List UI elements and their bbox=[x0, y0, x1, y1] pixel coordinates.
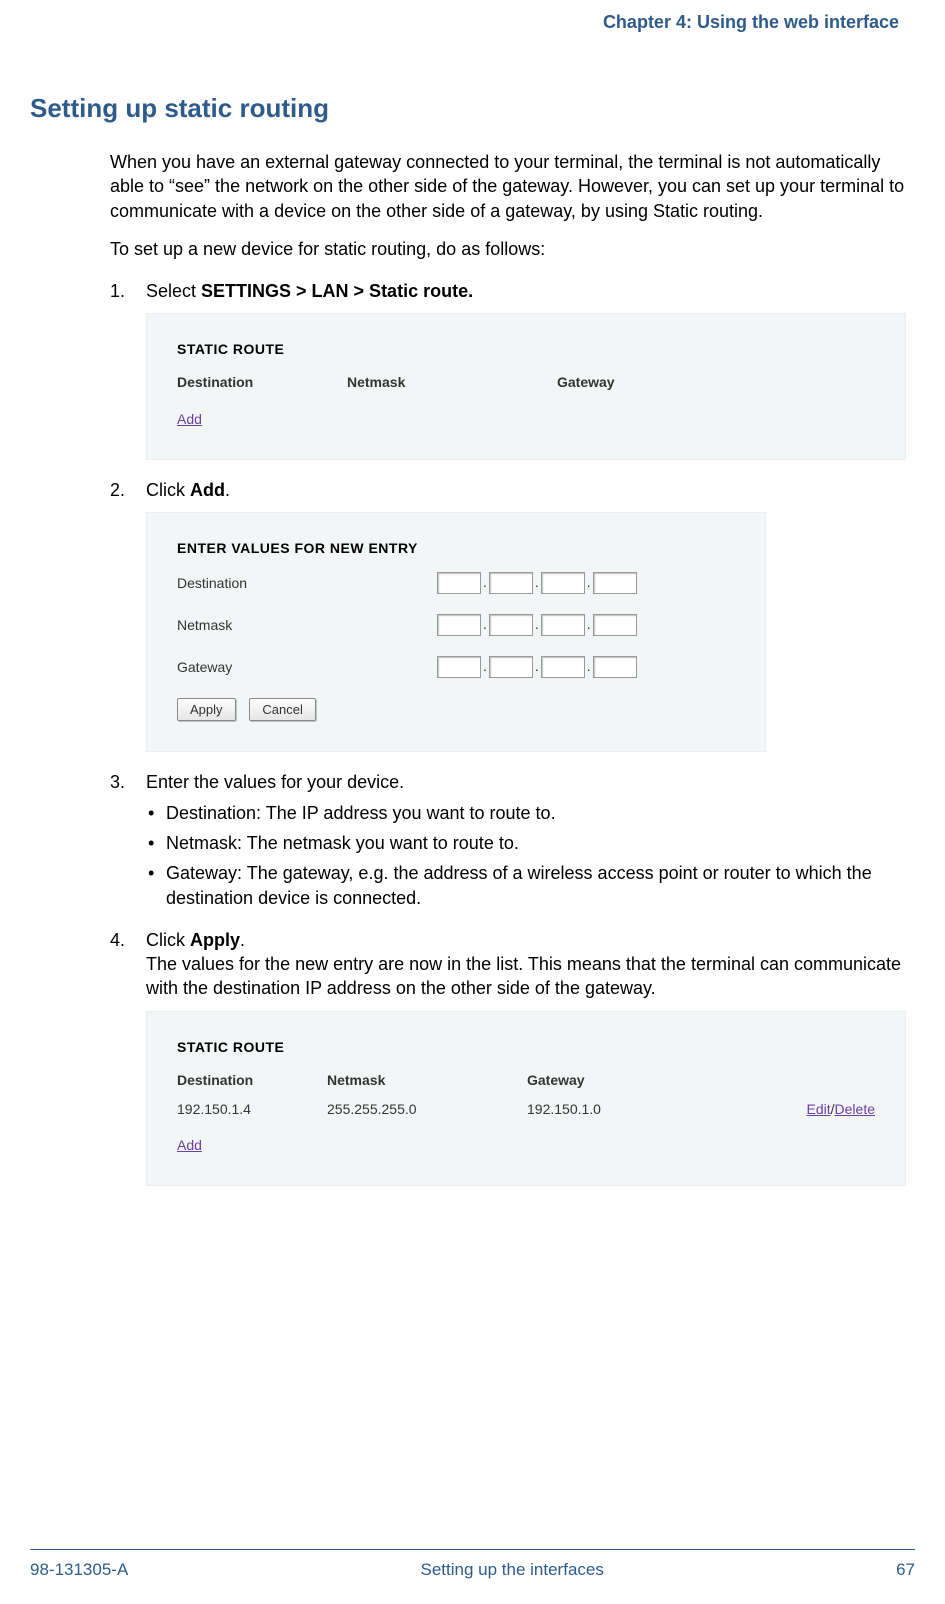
ss1-title: STATIC ROUTE bbox=[177, 340, 875, 359]
intro-paragraph-2: To set up a new device for static routin… bbox=[110, 237, 915, 261]
intro-paragraph-1: When you have an external gateway connec… bbox=[110, 150, 915, 223]
ss2-dest-octet-1[interactable] bbox=[437, 572, 481, 594]
ss2-label-destination: Destination bbox=[177, 574, 437, 593]
ss2-gateway-octet-4[interactable] bbox=[593, 656, 637, 678]
ss2-gateway-ip: . . . bbox=[437, 656, 637, 678]
ss2-netmask-octet-2[interactable] bbox=[489, 614, 533, 636]
step-3: 3. Enter the values for your device. Des… bbox=[110, 770, 915, 909]
step-3-bullet-1: Destination: The IP address you want to … bbox=[146, 801, 915, 825]
step-2-text: Click bbox=[146, 480, 190, 500]
screenshot-static-route-populated: STATIC ROUTE Destination Netmask Gateway… bbox=[146, 1011, 906, 1187]
step-4-bold: Apply bbox=[190, 930, 240, 950]
page-footer: 98-131305-A Setting up the interfaces 67 bbox=[30, 1549, 915, 1580]
ss2-dest-octet-3[interactable] bbox=[541, 572, 585, 594]
ss2-gateway-octet-3[interactable] bbox=[541, 656, 585, 678]
ss1-col-netmask: Netmask bbox=[347, 373, 557, 392]
ss3-col-gateway: Gateway bbox=[527, 1071, 777, 1090]
ss2-gateway-octet-2[interactable] bbox=[489, 656, 533, 678]
ss3-edit-link[interactable]: Edit bbox=[807, 1101, 831, 1117]
ss3-delete-link[interactable]: Delete bbox=[835, 1101, 875, 1117]
ss3-title: STATIC ROUTE bbox=[177, 1038, 875, 1057]
ss2-dest-octet-4[interactable] bbox=[593, 572, 637, 594]
cancel-button[interactable]: Cancel bbox=[249, 698, 315, 721]
ss2-netmask-octet-4[interactable] bbox=[593, 614, 637, 636]
ss1-col-destination: Destination bbox=[177, 373, 347, 392]
apply-button[interactable]: Apply bbox=[177, 698, 236, 721]
ss2-label-netmask: Netmask bbox=[177, 616, 437, 635]
step-1-bold: SETTINGS > LAN > Static route. bbox=[201, 281, 473, 301]
ss2-destination-ip: . . . bbox=[437, 572, 637, 594]
ss3-col-destination: Destination bbox=[177, 1071, 327, 1090]
step-2-bold: Add bbox=[190, 480, 225, 500]
step-4-suffix: . bbox=[240, 930, 245, 950]
ss3-row-gateway: 192.150.1.0 bbox=[527, 1100, 777, 1119]
step-4-number: 4. bbox=[110, 928, 125, 952]
step-1-text: Select bbox=[146, 281, 201, 301]
step-1: 1. Select SETTINGS > LAN > Static route.… bbox=[110, 279, 915, 460]
footer-doc-id: 98-131305-A bbox=[30, 1560, 128, 1580]
step-3-bullet-3: Gateway: The gateway, e.g. the address o… bbox=[146, 861, 915, 910]
screenshot-static-route-empty: STATIC ROUTE Destination Netmask Gateway… bbox=[146, 313, 906, 460]
step-3-number: 3. bbox=[110, 770, 125, 794]
ss3-add-link[interactable]: Add bbox=[177, 1137, 202, 1153]
step-2-number: 2. bbox=[110, 478, 125, 502]
ss2-gateway-octet-1[interactable] bbox=[437, 656, 481, 678]
ss2-dest-octet-2[interactable] bbox=[489, 572, 533, 594]
footer-center: Setting up the interfaces bbox=[421, 1560, 604, 1580]
step-1-number: 1. bbox=[110, 279, 125, 303]
ss1-add-link[interactable]: Add bbox=[177, 411, 202, 427]
step-4-prefix: Click bbox=[146, 930, 190, 950]
ss3-row-destination: 192.150.1.4 bbox=[177, 1100, 327, 1119]
ss3-row-netmask: 255.255.255.0 bbox=[327, 1100, 527, 1119]
screenshot-new-entry-form: ENTER VALUES FOR NEW ENTRY Destination .… bbox=[146, 512, 766, 752]
table-row: 192.150.1.4 255.255.255.0 192.150.1.0 Ed… bbox=[177, 1100, 875, 1119]
ss2-label-gateway: Gateway bbox=[177, 658, 437, 677]
section-title: Setting up static routing bbox=[30, 93, 915, 124]
ss2-title: ENTER VALUES FOR NEW ENTRY bbox=[177, 539, 735, 558]
step-4: 4. Click Apply. The values for the new e… bbox=[110, 928, 915, 1186]
step-4-tail: The values for the new entry are now in … bbox=[146, 952, 915, 1001]
step-3-text: Enter the values for your device. bbox=[146, 772, 404, 792]
step-2-suffix: . bbox=[225, 480, 230, 500]
step-2: 2. Click Add. ENTER VALUES FOR NEW ENTRY… bbox=[110, 478, 915, 752]
ss2-netmask-ip: . . . bbox=[437, 614, 637, 636]
ss1-col-gateway: Gateway bbox=[557, 373, 717, 392]
running-header: Chapter 4: Using the web interface bbox=[30, 0, 915, 33]
step-3-bullet-2: Netmask: The netmask you want to route t… bbox=[146, 831, 915, 855]
ss2-netmask-octet-1[interactable] bbox=[437, 614, 481, 636]
ss3-col-netmask: Netmask bbox=[327, 1071, 527, 1090]
ss2-netmask-octet-3[interactable] bbox=[541, 614, 585, 636]
footer-page: 67 bbox=[896, 1560, 915, 1580]
